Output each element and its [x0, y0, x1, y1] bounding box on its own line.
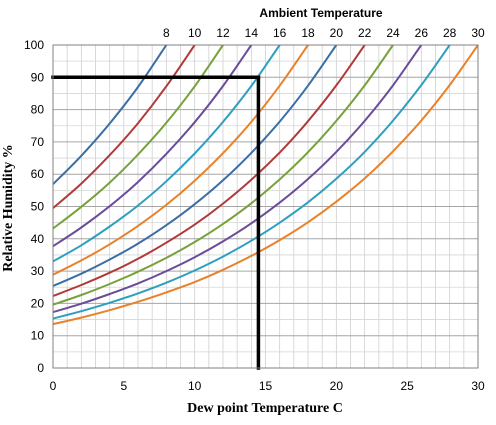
x-tick-label: 30 — [471, 379, 485, 393]
top-tick-label: 18 — [301, 26, 315, 40]
y-tick-label: 10 — [31, 329, 45, 343]
y-tick-label: 50 — [31, 200, 45, 214]
y-tick-label: 40 — [31, 232, 45, 246]
y-tick-label: 0 — [37, 361, 44, 375]
x-tick-label: 5 — [120, 379, 127, 393]
series-layer — [52, 44, 479, 326]
series-line-ambient-16 — [52, 44, 281, 263]
top-tick-label: 20 — [330, 26, 344, 40]
chart-title: Ambient Temperature — [259, 6, 382, 20]
top-tick-label: 12 — [216, 26, 230, 40]
y-tick-label: 80 — [31, 103, 45, 117]
series-line-ambient-26 — [52, 44, 423, 314]
x-tick-label: 15 — [259, 379, 273, 393]
y-tick-label: 30 — [31, 264, 45, 278]
x-tick-label: 10 — [188, 379, 202, 393]
y-axis-title: Relative Humidity % — [1, 144, 16, 272]
top-tick-label: 14 — [245, 26, 259, 40]
top-tick-label: 30 — [471, 26, 485, 40]
top-tick-label: 28 — [443, 26, 457, 40]
series-line-ambient-22 — [52, 44, 366, 297]
y-tick-label: 90 — [31, 70, 45, 84]
plot-border — [52, 44, 479, 369]
y-tick-label: 70 — [31, 135, 45, 149]
series-line-ambient-18 — [52, 44, 309, 276]
top-tick-label: 16 — [273, 26, 287, 40]
series-line-ambient-20 — [52, 44, 338, 287]
y-tick-label: 60 — [31, 167, 45, 181]
series-line-ambient-30 — [52, 44, 479, 326]
series-line-ambient-24 — [52, 44, 394, 306]
top-tick-label: 10 — [188, 26, 202, 40]
reference-lines — [51, 75, 261, 370]
series-line-ambient-28 — [52, 44, 451, 320]
series-line-ambient-8 — [52, 44, 168, 185]
top-tick-label: 8 — [163, 26, 170, 40]
top-tick-label: 22 — [358, 26, 372, 40]
x-axis-title: Dew point Temperature C — [187, 401, 343, 416]
top-tick-label: 26 — [415, 26, 429, 40]
x-tick-label: 20 — [330, 379, 344, 393]
series-line-ambient-12 — [52, 44, 224, 230]
y-tick-label: 20 — [31, 296, 45, 310]
grid — [53, 44, 478, 369]
x-tick-label: 25 — [400, 379, 414, 393]
top-tick-label: 24 — [386, 26, 400, 40]
series-line-ambient-14 — [52, 44, 253, 248]
x-tick-label: 0 — [50, 379, 57, 393]
y-tick-label: 100 — [24, 38, 44, 52]
series-line-ambient-10 — [52, 44, 196, 209]
tick-labels: 0 10 20 30 40 50 60 70 80 90 100 0 5 10 15 20 25 30 8 10 12 1… — [24, 26, 485, 393]
